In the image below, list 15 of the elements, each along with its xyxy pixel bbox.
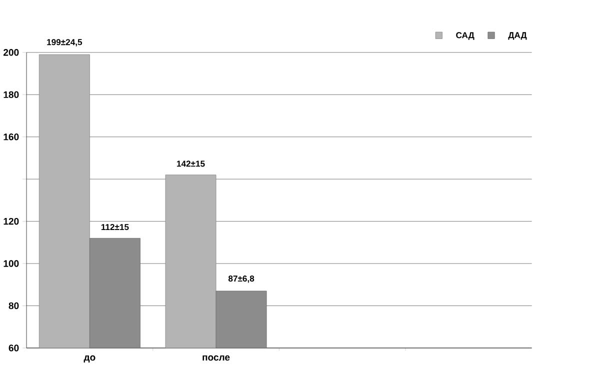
- legend-label: САД: [456, 32, 474, 40]
- data-label: 87±6,8: [228, 275, 254, 283]
- y-tick-label: 80: [8, 302, 19, 309]
- y-tick-label: 200: [4, 48, 19, 56]
- y-tick-label: 180: [4, 91, 19, 98]
- y-tick-label: 120: [4, 218, 19, 225]
- y-tick-label: 160: [4, 133, 19, 140]
- data-label: 112±15: [101, 224, 129, 230]
- data-label: 142±15: [177, 160, 205, 167]
- x-tick-label: после: [202, 355, 230, 360]
- x-tick-label: до: [84, 355, 96, 362]
- legend-label: ДАД: [508, 32, 527, 40]
- y-tick-label: 60: [8, 344, 19, 352]
- y-tick-label: 100: [4, 260, 19, 267]
- data-label: 199±24,5: [47, 38, 82, 46]
